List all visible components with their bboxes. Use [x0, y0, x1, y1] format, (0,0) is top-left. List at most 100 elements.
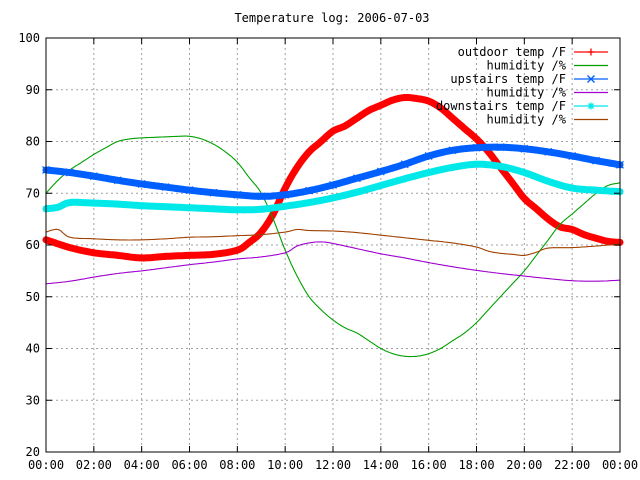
series-0-outdoor-temp-f-point — [365, 106, 373, 114]
series-3-humidity — [45, 241, 621, 285]
y-tick-label: 30 — [26, 393, 40, 407]
series-0-outdoor-temp-f-point — [305, 148, 313, 156]
series-2-upstairs-temp-f-point — [281, 190, 290, 199]
series-4-downstairs-temp-f-point — [401, 175, 409, 183]
series-5-humidity-line — [45, 228, 621, 256]
series-2-upstairs-temp-f-point — [592, 156, 601, 165]
series-2-upstairs-temp-f-point — [113, 176, 122, 185]
series-2-upstairs-temp-f-point — [352, 174, 361, 183]
x-tick-label: 00:00 — [28, 458, 64, 472]
series-0-outdoor-temp-f-point — [245, 238, 253, 246]
series-4-downstairs-temp-f-point — [544, 177, 552, 185]
series-0-outdoor-temp-f-point — [186, 251, 193, 259]
series-0-outdoor-temp-f-point — [90, 249, 98, 257]
series-2-upstairs-temp-f-legend-marker — [587, 75, 595, 83]
series-4-downstairs-temp-f-point — [138, 202, 146, 210]
series-4-downstairs-temp-f-line — [42, 160, 624, 214]
series-0-outdoor-temp-f-point — [413, 95, 421, 103]
series-2-upstairs-temp-f-point — [472, 143, 481, 152]
y-tick-label: 60 — [26, 238, 40, 252]
series-2-upstairs-temp-f-point — [400, 160, 409, 169]
series-4-downstairs-temp-f-point — [353, 188, 361, 196]
series-4-downstairs-temp-f-point — [496, 162, 504, 170]
series-4-downstairs-temp-f-point — [66, 199, 74, 207]
series-1-humidity-legend-label: humidity /% — [487, 59, 567, 73]
series-4-downstairs-temp-f-point — [329, 194, 337, 202]
y-tick-label: 20 — [26, 445, 40, 459]
series-4-downstairs-temp-f-point — [209, 205, 217, 213]
series-4-downstairs-temp-f-legend-marker — [587, 102, 595, 110]
series-2-upstairs-temp-f-point — [305, 186, 314, 195]
y-tick-label: 90 — [26, 83, 40, 97]
series-0-outdoor-temp-f-point — [532, 205, 540, 213]
y-tick-label: 40 — [26, 342, 40, 356]
series-0-outdoor-temp-f-legend-marker — [587, 48, 595, 56]
series-2-upstairs-temp-f-point — [329, 181, 337, 189]
y-tick-label: 100 — [18, 31, 40, 45]
series-4-downstairs-temp-f-point — [114, 200, 122, 208]
series-4-downstairs-temp-f-point — [473, 160, 480, 168]
series-4-downstairs-temp-f-point — [90, 199, 98, 207]
x-tick-label: 00:00 — [602, 458, 638, 472]
series-3-humidity-line — [45, 241, 621, 285]
x-tick-label: 06:00 — [171, 458, 207, 472]
grid — [46, 38, 620, 452]
series-0-outdoor-temp-f-point — [341, 122, 349, 130]
series-2-upstairs-temp-f-point — [568, 152, 577, 160]
series-2-upstairs-temp-f-point — [137, 179, 146, 188]
series-0-outdoor-temp-f-point — [66, 244, 74, 252]
series-2-upstairs-temp-f-point — [233, 190, 242, 199]
series-4-downstairs-temp-f-point — [257, 205, 265, 213]
series-0-outdoor-temp-f-point — [520, 194, 528, 202]
chart-title: Temperature log: 2006-07-03 — [234, 11, 429, 25]
series-0-outdoor-temp-f-point — [592, 234, 600, 242]
series-0-outdoor-temp-f-point — [401, 94, 409, 102]
series-2-upstairs-temp-f-point — [544, 147, 553, 156]
x-tick-label: 16:00 — [411, 458, 447, 472]
series-0-outdoor-temp-f-point — [317, 138, 325, 145]
x-tick-label: 18:00 — [458, 458, 494, 472]
series-4-downstairs-temp-f-point — [425, 169, 433, 177]
series-4-downstairs-temp-f-point — [520, 169, 528, 177]
series-0-outdoor-temp-f-point — [233, 246, 241, 254]
series-0-outdoor-temp-f-point — [449, 114, 457, 122]
series-2-upstairs-temp-f-point — [257, 192, 266, 201]
series-2-upstairs-temp-f-legend-label: upstairs temp /F — [450, 72, 566, 86]
series-0-outdoor-temp-f-point — [508, 179, 516, 187]
series-2-upstairs-temp-f-point — [89, 172, 98, 181]
series-4-downstairs-temp-f-point — [281, 202, 289, 210]
series-0-outdoor-temp-f-point — [580, 231, 588, 239]
x-tick-label: 04:00 — [124, 458, 160, 472]
x-tick-label: 22:00 — [554, 458, 590, 472]
series-0-outdoor-temp-f-point — [114, 251, 122, 259]
series-2-upstairs-temp-f-point — [185, 186, 194, 195]
series-0-outdoor-temp-f-point — [281, 184, 289, 192]
series-0-outdoor-temp-f-point — [425, 97, 433, 105]
series-4-downstairs-temp-f-point — [305, 199, 313, 207]
y-tick-label: 80 — [26, 135, 40, 149]
series-4-downstairs-temp-f-point — [449, 163, 457, 171]
series-0-outdoor-temp-f-point — [473, 135, 480, 143]
series-4-downstairs-temp-f-point — [568, 184, 576, 192]
series-3-humidity-legend-label: humidity /% — [487, 86, 567, 100]
series-0-outdoor-temp-f-point — [377, 101, 385, 109]
y-tick-label: 50 — [26, 290, 40, 304]
series-0-outdoor-temp-f-point — [162, 252, 170, 260]
series-4-downstairs-temp-f-point — [592, 186, 600, 194]
series-0-outdoor-temp-f-point — [138, 254, 146, 262]
series-0-outdoor-temp-f-point — [604, 237, 612, 245]
series-2-upstairs-temp-f-point — [448, 146, 457, 155]
x-tick-label: 12:00 — [315, 458, 351, 472]
series-0-outdoor-temp-f-point — [329, 127, 337, 135]
series-0-outdoor-temp-f-point — [461, 125, 469, 133]
series-0-outdoor-temp-f-point — [437, 104, 445, 112]
axis-ticks: 20 30 40 50 60 70 80 90 100 00:00 02:00 04:00 06:00 0… — [18, 31, 638, 472]
series-5-humidity — [45, 228, 621, 256]
series-0-outdoor-temp-f-point — [293, 163, 301, 171]
x-tick-label: 10:00 — [267, 458, 303, 472]
series-0-outdoor-temp-f-point — [209, 250, 217, 258]
series-1-humidity-line — [45, 135, 621, 358]
series-2-upstairs-temp-f-point — [376, 167, 385, 176]
